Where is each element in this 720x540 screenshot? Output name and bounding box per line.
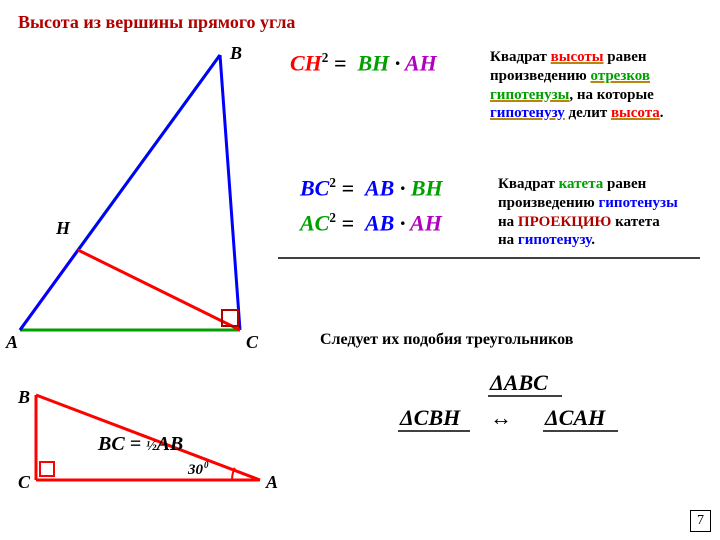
svg-text:0: 0 (204, 460, 209, 470)
page-number: 7 (690, 510, 711, 532)
vertex2-b-label: B (18, 387, 30, 408)
vertex2-a-label: A (266, 472, 278, 493)
svg-text:30: 30 (187, 462, 204, 478)
sim-cah: ΔCAH (545, 405, 605, 431)
vertex2-c-label: C (18, 472, 30, 493)
sim-cbh: ΔCBH (400, 405, 460, 431)
conclusion-text: Следует их подобия треугольников (320, 330, 573, 350)
sim-arrow: ↔ (490, 405, 512, 431)
formula-bc-half: BC = ½AB (98, 433, 183, 456)
sim-abc: ΔABC (490, 370, 548, 396)
small-triangle: 300 (0, 0, 300, 540)
